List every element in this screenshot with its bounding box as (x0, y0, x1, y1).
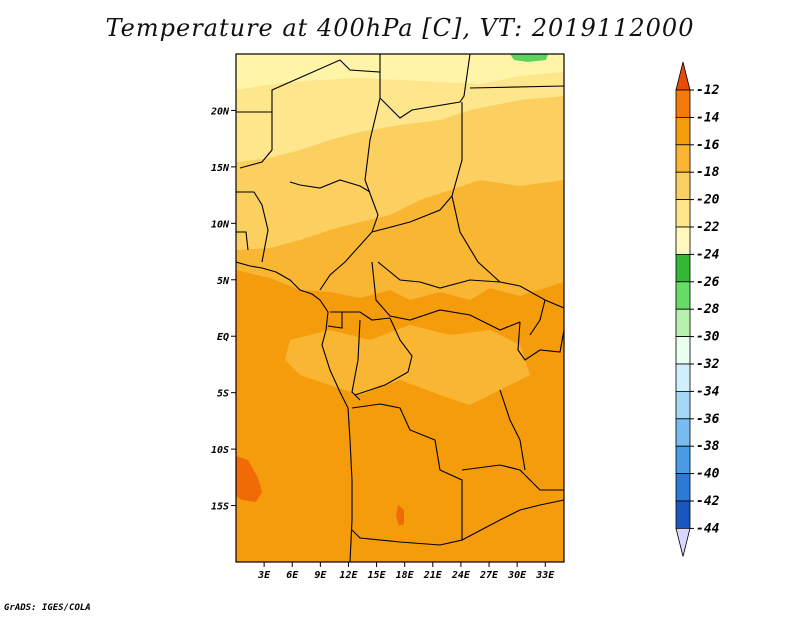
colorbar-segment (675, 89, 691, 118)
colorbar-segment (675, 226, 691, 255)
colorbar-label: -28 (696, 302, 720, 317)
lon-tick-label: 21E (423, 570, 443, 581)
colorbar-segment (675, 445, 691, 475)
colorbar-label: -22 (696, 220, 720, 235)
colorbar-segment (675, 199, 691, 228)
colorbar-top-triangle (675, 61, 691, 91)
lon-tick-label: 27E (479, 570, 499, 581)
lon-tick-label: 12E (339, 570, 358, 581)
colorbar: -12 -14 -16 -18 -20 -22 -24 -26 -28 -30 -32 -34 -36 -… (675, 61, 720, 557)
latitude-axis: 20N 15N 10N 5N EQ 5S 10S 15S (210, 106, 236, 513)
grads-credit: GrADS: IGES/COLA (4, 603, 91, 613)
colorbar-segment (675, 418, 691, 447)
chart-title: Temperature at 400hPa [C], VT: 201911200… (105, 14, 695, 42)
colorbar-segment (675, 253, 691, 283)
colorbar-label: -34 (696, 384, 720, 399)
lon-tick-label: 3E (257, 570, 271, 581)
lat-tick-label: 5S (217, 389, 229, 400)
country-borders (236, 54, 564, 562)
lat-tick-label: 15S (211, 502, 229, 513)
lon-tick-label: 6E (286, 570, 299, 581)
colorbar-label: -12 (696, 83, 720, 98)
colorbar-label: -30 (696, 330, 720, 345)
colorbar-segment (675, 363, 691, 392)
colorbar-segment (675, 144, 691, 173)
colorbar-label: -24 (696, 247, 720, 262)
field-minus-16-south (285, 325, 530, 405)
map-frame (235, 53, 565, 563)
lat-tick-label: EQ (217, 332, 229, 343)
lon-tick-label: 9E (314, 570, 327, 581)
colorbar-label: -18 (696, 165, 720, 180)
colorbar-label: -38 (696, 439, 720, 454)
colorbar-segment (675, 117, 691, 146)
colorbar-segment (675, 308, 691, 338)
colorbar-segment (675, 500, 691, 529)
lon-tick-label: 18E (396, 570, 415, 581)
field-minus-24 (510, 54, 548, 62)
lon-tick-label: 15E (368, 570, 387, 581)
colorbar-label: -14 (696, 110, 720, 125)
colorbar-label: -40 (696, 467, 720, 482)
colorbar-segment (675, 336, 691, 365)
lat-tick-label: 10S (211, 445, 229, 456)
colorbar-label: -44 (696, 521, 720, 536)
colorbar-segment (675, 473, 691, 502)
colorbar-label: -16 (696, 138, 720, 153)
colorbar-label: -32 (696, 357, 720, 372)
field-minus-12-patch (396, 505, 404, 526)
lon-tick-label: 30E (507, 570, 527, 581)
lat-tick-label: 10N (211, 219, 230, 230)
lat-tick-label: 15N (211, 163, 230, 174)
colorbar-segment (675, 171, 691, 200)
lat-tick-label: 5N (217, 276, 230, 287)
colorbar-label: -42 (696, 494, 720, 509)
longitude-axis: 3E 6E 9E 12E 15E 18E 21E 24E 27E 30E 33E (257, 562, 555, 581)
colorbar-segment (675, 390, 691, 420)
colorbar-label: -26 (696, 275, 720, 290)
field-minus-22 (236, 54, 564, 90)
field-minus-12 (236, 456, 262, 502)
colorbar-label: -20 (696, 193, 720, 208)
temperature-field (236, 54, 564, 562)
lat-tick-label: 20N (210, 106, 230, 117)
colorbar-label: -36 (696, 412, 720, 427)
lon-tick-label: 24E (451, 570, 471, 581)
colorbar-bottom-triangle (675, 528, 691, 557)
lon-tick-label: 33E (535, 570, 555, 581)
colorbar-segment (675, 281, 691, 310)
